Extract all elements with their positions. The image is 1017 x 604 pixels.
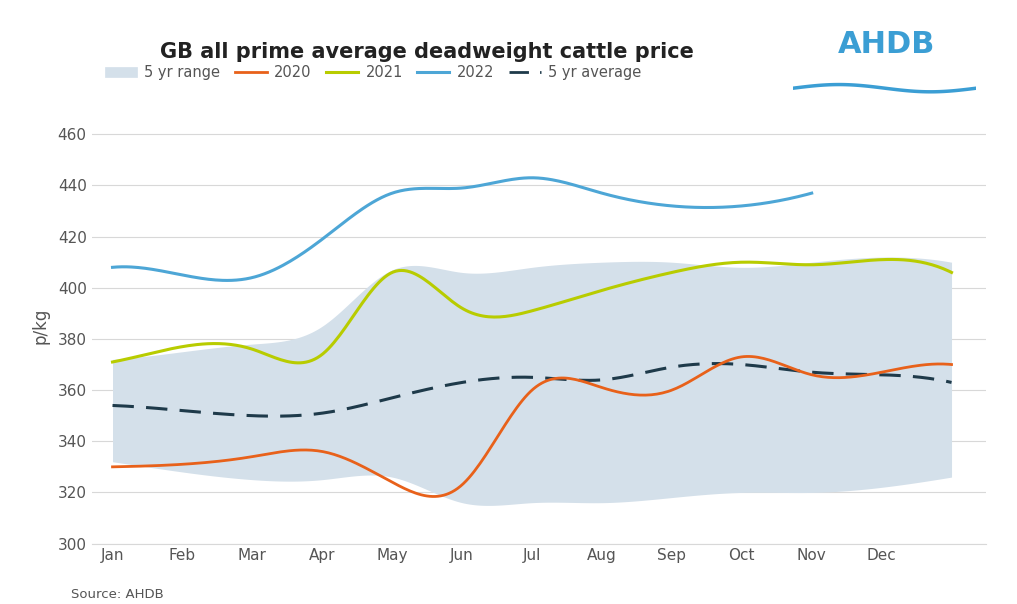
Text: GB all prime average deadweight cattle price: GB all prime average deadweight cattle p… bbox=[161, 42, 694, 62]
Text: AHDB: AHDB bbox=[838, 30, 936, 59]
Text: Source: AHDB: Source: AHDB bbox=[71, 588, 164, 601]
Y-axis label: p/kg: p/kg bbox=[32, 308, 49, 344]
Legend: 5 yr range, 2020, 2021, 2022, 5 yr average: 5 yr range, 2020, 2021, 2022, 5 yr avera… bbox=[99, 59, 648, 86]
